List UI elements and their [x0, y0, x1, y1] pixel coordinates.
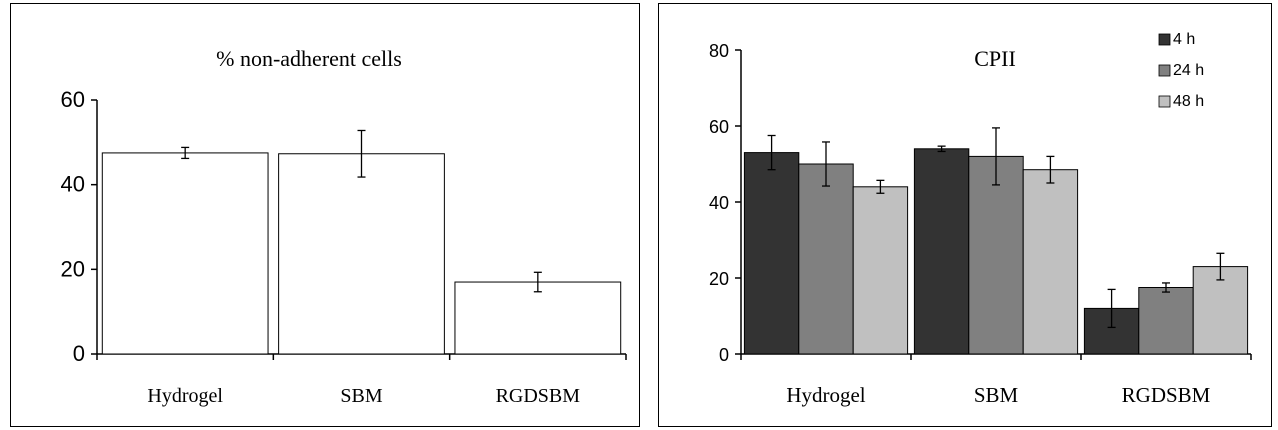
legend-label: 4 h [1173, 31, 1195, 48]
x-category-label: Hydrogel [786, 383, 865, 407]
bar [743, 152, 800, 355]
x-category-label: RGDSBM [496, 385, 581, 407]
legend-label: 24 h [1173, 62, 1204, 79]
legend-swatch [1158, 95, 1171, 108]
bar [798, 163, 854, 355]
y-tick-label: 80 [709, 41, 729, 61]
y-tick-label: 40 [61, 172, 85, 197]
legend-label: 48 h [1173, 93, 1204, 110]
legend-swatch [1158, 64, 1171, 77]
y-tick-label: 0 [719, 345, 729, 365]
bar [913, 148, 970, 355]
bar-chart-non-adherent: % non-adherent cells 0 20 40 60 Hydrogel SBM R… [61, 46, 627, 407]
bar [1022, 169, 1079, 355]
chart-panel-cpii: CPII 0 20 40 60 80 Hydrogel SBM RGDSBM 4 h 24 h 48… [658, 3, 1272, 427]
y-tick-label: 40 [709, 193, 729, 213]
bar [1138, 287, 1194, 355]
bar [968, 155, 1024, 355]
chart-title: % non-adherent cells [216, 46, 402, 71]
bar-chart-cpii: CPII 0 20 40 60 80 Hydrogel SBM RGDSBM 4 h 24 h 48… [709, 31, 1252, 407]
y-tick-label: 0 [73, 341, 85, 366]
y-tick-label: 20 [709, 269, 729, 289]
x-category-label: RGDSBM [1122, 383, 1211, 407]
chart-panel-non-adherent: % non-adherent cells 0 20 40 60 Hydrogel SBM R… [10, 3, 640, 427]
chart-title: CPII [974, 46, 1016, 71]
x-category-label: Hydrogel [147, 385, 223, 407]
y-tick-label: 60 [709, 117, 729, 137]
bar [454, 281, 622, 355]
x-category-label: SBM [340, 385, 382, 407]
x-category-label: SBM [974, 383, 1019, 407]
bar [852, 186, 909, 355]
bar [278, 153, 445, 355]
y-tick-label: 20 [61, 256, 85, 281]
bar [101, 152, 269, 355]
bar [1192, 266, 1249, 355]
y-tick-label: 60 [61, 87, 85, 112]
legend-swatch [1158, 33, 1171, 46]
